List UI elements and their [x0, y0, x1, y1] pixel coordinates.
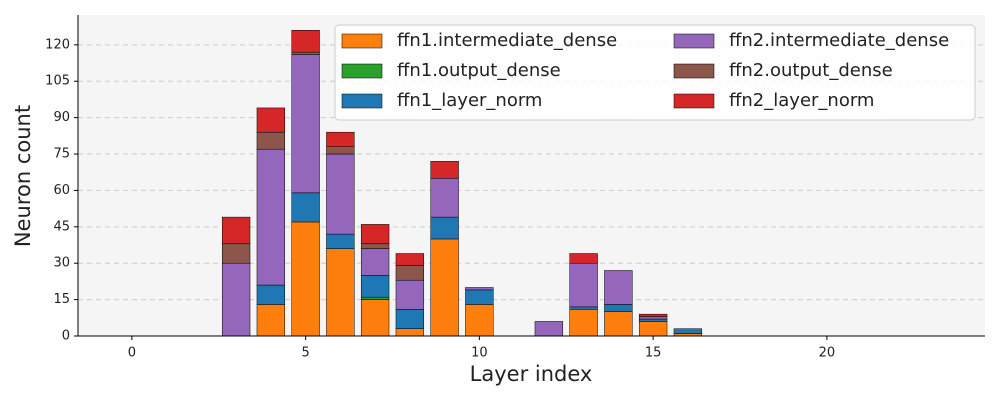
bar-segment [256, 131, 286, 150]
bar-segment [569, 253, 598, 264]
x-tick-label: 5 [301, 346, 309, 361]
bar-segment [326, 131, 355, 147]
legend-swatch [673, 93, 715, 109]
bar-segment [360, 275, 390, 298]
legend-swatch [341, 33, 383, 49]
bar-segment [291, 51, 320, 55]
legend-swatch [341, 63, 383, 79]
y-tick-label: 120 [45, 37, 70, 52]
bar-segment [604, 304, 633, 312]
bar-segment [465, 289, 494, 305]
bar-segment [326, 146, 355, 155]
bar-segment [604, 270, 633, 305]
bar-segment [465, 304, 494, 337]
bar-segment [256, 284, 286, 305]
bar-segment [534, 321, 564, 337]
bar-segment [326, 248, 355, 337]
legend-swatch [673, 63, 715, 79]
bar-segment [360, 243, 390, 249]
y-tick-label: 75 [53, 147, 70, 162]
bar-segment [360, 299, 390, 337]
x-tick-label: 20 [819, 346, 836, 361]
legend-label: ffn1.intermediate_dense [397, 30, 617, 51]
legend-label: ffn1_layer_norm [397, 90, 542, 111]
bar-segment [395, 265, 425, 281]
bar-segment [256, 148, 286, 286]
bar-segment [395, 328, 425, 337]
legend-label: ffn1.output_dense [397, 60, 561, 81]
y-tick-label: 15 [53, 292, 70, 307]
bar-segment [638, 321, 668, 337]
legend-swatch [341, 93, 383, 109]
bar-segment [395, 253, 425, 266]
y-axis-label: Neuron count [11, 105, 35, 247]
bar-segment [604, 311, 633, 337]
bar-segment [569, 309, 598, 337]
bar-segment [569, 262, 598, 308]
bar-segment [638, 313, 668, 317]
bar-segment [638, 316, 668, 320]
bar-segment [430, 216, 459, 240]
bar-segment [256, 304, 286, 337]
x-tick-label: 10 [471, 346, 488, 361]
y-tick-label: 30 [53, 256, 70, 271]
x-axis-label: Layer index [470, 362, 593, 386]
x-tick-label: 15 [645, 346, 662, 361]
bar-segment [395, 279, 425, 310]
bar-segment [569, 306, 598, 310]
bar-segment [430, 161, 459, 179]
bar-segment [360, 248, 390, 276]
bar-segment [291, 54, 320, 194]
y-tick-label: 45 [53, 219, 70, 234]
bar-segment [326, 233, 355, 249]
bar-segment [221, 243, 251, 264]
bar-segment [256, 107, 286, 133]
legend-box [334, 24, 976, 121]
bar-segment [221, 216, 251, 245]
y-tick-label: 60 [53, 183, 70, 198]
bar-segment [430, 178, 459, 218]
x-tick-label: 0 [128, 346, 136, 361]
bar-segment [395, 309, 425, 329]
bar-segment [326, 153, 355, 235]
legend-label: ffn2_layer_norm [729, 90, 874, 111]
bar-segment [221, 262, 251, 337]
y-tick-label: 90 [53, 110, 70, 125]
y-tick-label: 105 [45, 74, 70, 89]
bar-segment [465, 287, 494, 291]
bar-segment [360, 296, 390, 300]
bar-segment [673, 328, 703, 334]
bar-segment [291, 30, 320, 53]
y-tick-label: 0 [62, 329, 70, 344]
legend-swatch [673, 33, 715, 49]
legend-label: ffn2.intermediate_dense [729, 30, 949, 51]
bar-segment [291, 192, 320, 223]
bar-segment [638, 318, 668, 322]
bar-segment [291, 221, 320, 337]
legend-label: ffn2.output_dense [729, 60, 893, 81]
bar-segment [360, 224, 390, 245]
bar-segment [430, 238, 459, 337]
